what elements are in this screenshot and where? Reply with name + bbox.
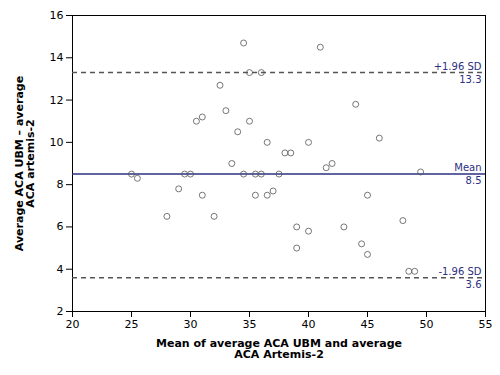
- svg-text:Mean: Mean: [454, 162, 481, 173]
- svg-text:2: 2: [57, 305, 64, 318]
- svg-text:+1.96 SD: +1.96 SD: [434, 61, 482, 72]
- svg-text:8.5: 8.5: [466, 175, 482, 186]
- svg-text:-1.96 SD: -1.96 SD: [438, 266, 481, 277]
- svg-text:45: 45: [361, 318, 375, 331]
- svg-text:6: 6: [57, 220, 64, 233]
- svg-text:50: 50: [420, 318, 434, 331]
- svg-text:16: 16: [50, 9, 64, 22]
- svg-text:12: 12: [50, 94, 64, 107]
- svg-text:14: 14: [50, 51, 64, 64]
- svg-text:30: 30: [184, 318, 198, 331]
- svg-text:55: 55: [479, 318, 493, 331]
- svg-text:10: 10: [50, 136, 64, 149]
- svg-text:8: 8: [57, 178, 64, 191]
- svg-text:Average ACA UBM – averageACA a: Average ACA UBM – averageACA artemis-2: [13, 76, 37, 251]
- svg-text:13.3: 13.3: [459, 74, 481, 85]
- svg-text:Mean of average ACA UBM and av: Mean of average ACA UBM and averageACA A…: [156, 337, 402, 361]
- svg-text:25: 25: [125, 318, 139, 331]
- svg-text:35: 35: [243, 318, 257, 331]
- svg-text:4: 4: [57, 263, 64, 276]
- svg-text:40: 40: [302, 318, 316, 331]
- svg-text:20: 20: [66, 318, 80, 331]
- svg-text:3.6: 3.6: [466, 279, 482, 290]
